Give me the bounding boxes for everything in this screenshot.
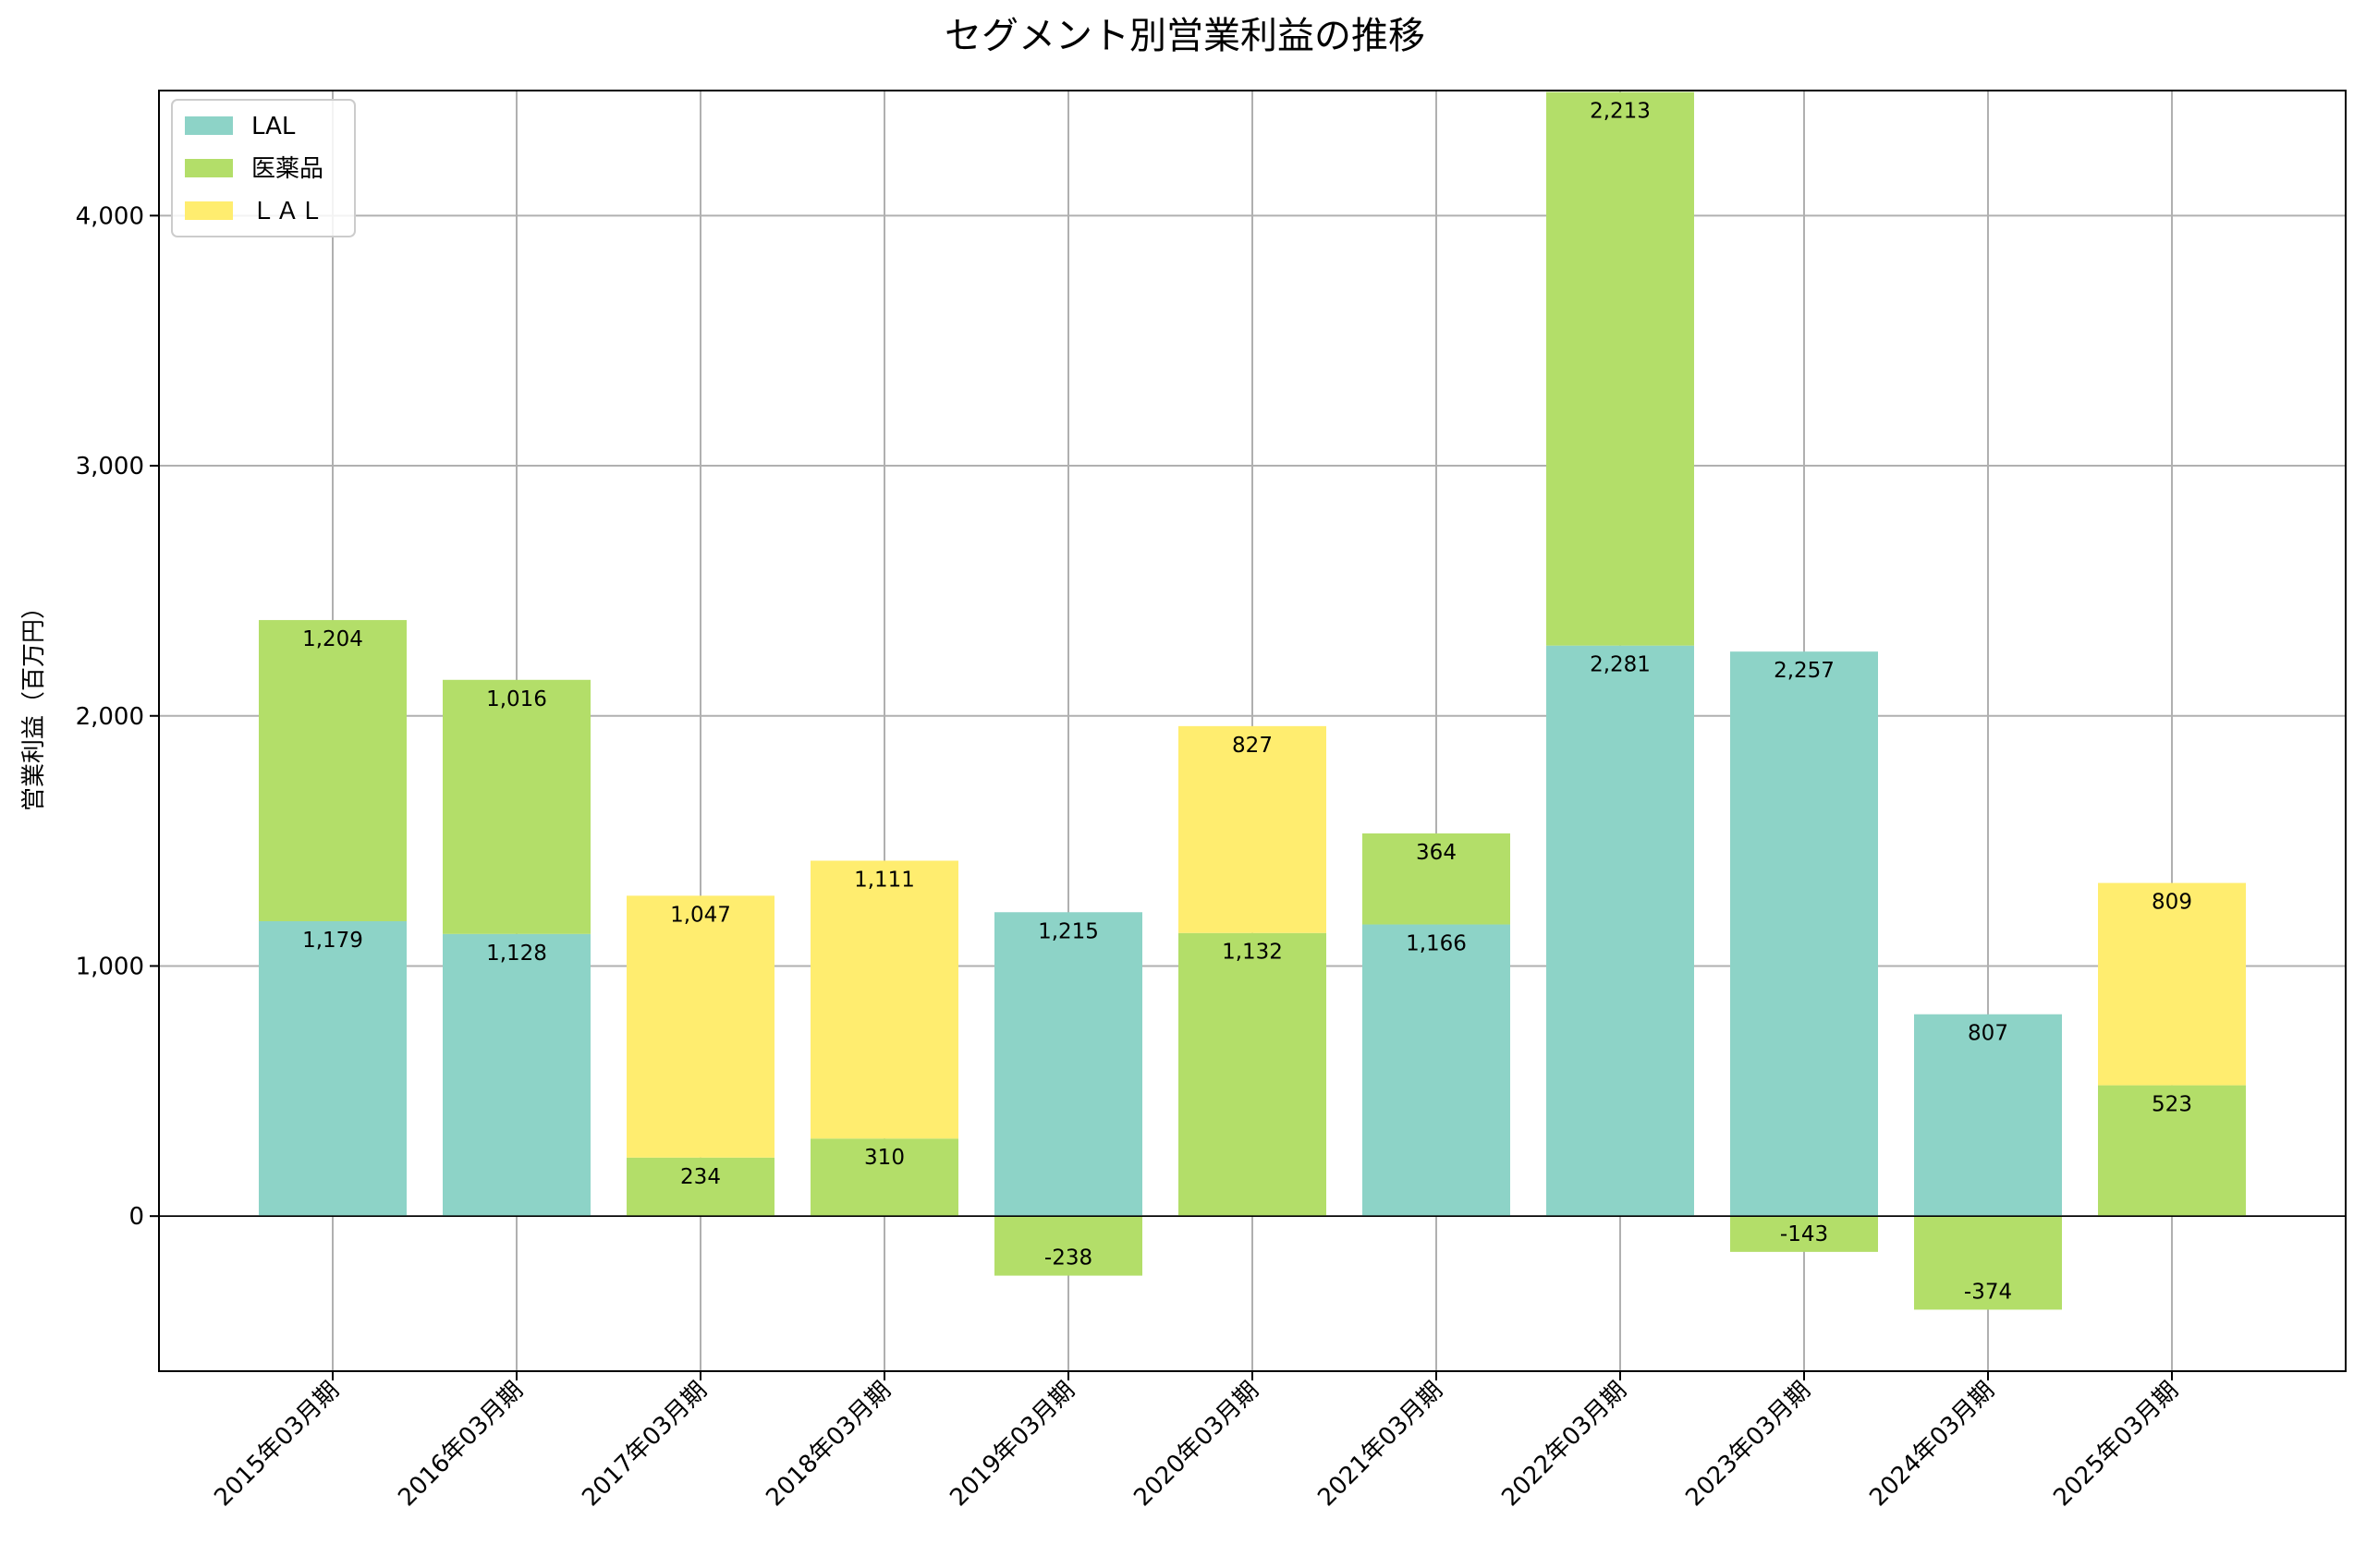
bar-1-8 [1730,1216,1878,1252]
data-label-1-10: 523 [2152,1093,2192,1117]
bars [259,91,2246,1310]
data-label-1-7: 2,213 [1590,100,1651,124]
data-label-1-5: 1,132 [1222,941,1283,965]
bar-1-10 [2098,1085,2246,1217]
x-axis-ticks: 2015年03月期 2016年03月期 2017年03月期 2018年03月期 2019… [209,1371,2184,1512]
y-tick-label-0: 0 [128,1203,144,1231]
legend-swatch-0 [185,116,233,135]
bar-1-9 [1914,1216,2062,1310]
bar-1-1 [443,679,591,934]
x-tick-label-9: 2024年03月期 [1864,1377,2000,1513]
bar-0-1 [443,933,591,1217]
data-labels: 1,179 1,204 1,128 1,016 234 1,047 310 1,111 1,21… [302,100,2192,1305]
y-axis-ticks: 0 1,000 2,000 3,000 4,000 [76,202,159,1231]
x-tick-label-8: 2023年03月期 [1680,1377,1816,1513]
bar-1-6 [1362,833,1510,925]
data-label-2-3: 1,111 [854,868,915,892]
data-label-0-8: 2,257 [1774,659,1835,683]
bar-1-3 [811,1138,958,1217]
data-label-0-0: 1,179 [302,929,363,953]
bar-0-8 [1730,651,1878,1217]
bar-2-2 [627,895,774,1158]
bar-2-10 [2098,882,2246,1086]
y-tick-label-4: 4,000 [76,202,144,230]
x-tick-label-1: 2016年03月期 [393,1377,529,1513]
data-label-2-10: 809 [2152,891,2192,915]
bar-0-7 [1546,645,1694,1217]
x-tick-label-6: 2021年03月期 [1312,1377,1448,1513]
data-label-0-6: 1,166 [1406,932,1467,956]
data-label-1-4: -238 [1044,1246,1092,1270]
chart-title: セグメント別営業利益の推移 [945,15,1425,57]
bar-1-7 [1546,91,1694,646]
bar-2-5 [1178,725,1326,933]
bar-1-2 [627,1157,774,1217]
legend-swatch-2 [185,201,233,220]
bar-0-0 [259,921,407,1217]
y-tick-label-3: 3,000 [76,453,144,480]
data-label-1-3: 310 [864,1146,905,1170]
data-label-0-7: 2,281 [1590,653,1651,677]
bar-2-3 [811,860,958,1139]
x-tick-label-10: 2025年03月期 [2048,1377,2184,1513]
bar-0-9 [1914,1014,2062,1217]
data-label-1-9: -374 [1964,1280,2012,1304]
data-label-1-0: 1,204 [302,627,363,651]
data-label-1-1: 1,016 [486,687,547,711]
data-label-0-1: 1,128 [486,942,547,966]
data-label-0-4: 1,215 [1038,919,1099,943]
bar-1-5 [1178,932,1326,1217]
data-label-1-2: 234 [680,1165,721,1189]
x-tick-label-7: 2022年03月期 [1496,1377,1632,1513]
bar-1-0 [259,620,407,922]
bar-0-4 [994,912,1142,1217]
data-label-0-9: 807 [1968,1022,2008,1046]
y-tick-label-1: 1,000 [76,953,144,980]
legend-swatch-1 [185,159,233,177]
bar-1-4 [994,1216,1142,1276]
x-tick-label-4: 2019年03月期 [945,1377,1080,1513]
y-tick-label-2: 2,000 [76,703,144,731]
data-label-2-5: 827 [1232,734,1273,758]
x-tick-label-2: 2017年03月期 [577,1377,713,1513]
bar-0-6 [1362,924,1510,1217]
legend-label-2: ＬＡＬ [251,198,323,225]
x-tick-label-0: 2015年03月期 [209,1377,345,1513]
data-label-2-2: 1,047 [670,903,731,927]
y-axis-label: 営業利益（百万円） [20,595,48,811]
legend-label-1: 医薬品 [251,155,323,183]
legend: LAL 医薬品 ＬＡＬ [171,99,356,237]
data-label-1-6: 364 [1416,841,1457,865]
x-tick-label-3: 2018年03月期 [761,1377,896,1513]
legend-label-0: LAL [251,113,296,140]
x-tick-label-5: 2020年03月期 [1128,1377,1264,1513]
data-label-1-8: -143 [1780,1222,1828,1246]
